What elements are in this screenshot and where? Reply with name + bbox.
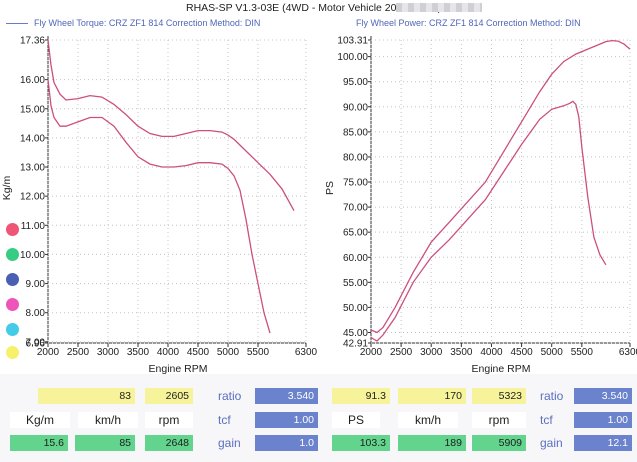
left-y-tick-label: 14.00: [20, 133, 45, 144]
right-x-tick-label: 4500: [510, 347, 533, 358]
window-title-bar: RHAS-SP V1.3-03E (4WD - Motor Vehicle 20…: [0, 0, 637, 16]
legend-dot-2[interactable]: [6, 248, 19, 261]
right-x-tick-label: 3000: [420, 347, 443, 358]
left-y-tick-label: 8.00: [26, 308, 46, 319]
left-y-tick-label: 7.00: [26, 337, 46, 348]
left-x-tick-label: 3500: [127, 347, 150, 358]
right-y-tick-label: 80.00: [343, 152, 368, 163]
power-rpm-value: 5323: [472, 388, 526, 404]
rpm-value: 2605: [145, 388, 193, 404]
right-tcf-label: tcf: [540, 413, 553, 427]
right-gain-label: gain: [540, 436, 563, 450]
left-x-tick-label: 5500: [247, 347, 270, 358]
tcf-value: 1.00: [255, 412, 318, 428]
right-y-tick-label: 103.31: [337, 36, 368, 47]
right-y-tick-label: 65.00: [343, 228, 368, 239]
left-y-axis-label: Kg/m: [1, 175, 13, 200]
legend-dot-1[interactable]: [6, 223, 19, 236]
right-y-tick-label: 60.00: [343, 253, 368, 264]
right-x-tick-label: 4000: [480, 347, 503, 358]
max-speed-value: 85: [75, 435, 135, 451]
right-y-tick-label: 55.00: [343, 278, 368, 289]
right-y-tick-label: 50.00: [343, 303, 368, 314]
right-y-axis-label: PS: [324, 181, 336, 195]
legend-dot-4[interactable]: [6, 298, 19, 311]
left-y-tick-label: 13.00: [20, 163, 45, 174]
power-value: 91.3: [332, 388, 390, 404]
left-series-line-2: [47, 79, 271, 334]
gain-label: gain: [218, 436, 241, 450]
right-x-tick-label: 2500: [390, 347, 413, 358]
left-y-tick-label: 10.00: [20, 250, 45, 261]
speed-unit: km/h: [78, 412, 138, 428]
legend-dot-5[interactable]: [6, 323, 19, 336]
left-x-tick-label: 5000: [217, 347, 240, 358]
right-y-tick-label: 42.91: [343, 339, 368, 350]
left-y-tick-label: 12.00: [20, 192, 45, 203]
left-x-tick-label: 6300: [295, 347, 318, 358]
right-y-tick-label: 90.00: [343, 102, 368, 113]
left-y-tick-label: 15.00: [20, 104, 45, 115]
right-y-tick-label: 75.00: [343, 178, 368, 189]
window-title: RHAS-SP V1.3-03E (4WD - Motor Vehicle 20…: [186, 2, 448, 14]
right-y-tick-label: 95.00: [343, 77, 368, 88]
left-y-tick-label: 9.00: [26, 279, 46, 290]
left-series-line-1: [47, 39, 295, 212]
right-ratio-value: 3.540: [574, 388, 632, 404]
header-line-icon: [6, 23, 28, 25]
left-y-tick-label: 6.96: [26, 339, 46, 350]
power-speed-value: 170: [398, 388, 466, 404]
power-rpm-unit: rpm: [472, 412, 526, 428]
right-ratio-label: ratio: [540, 389, 564, 403]
speed-value: 83: [75, 388, 135, 404]
right-y-tick-label: 100.00: [337, 52, 368, 63]
left-y-tick-label: 17.36: [20, 36, 45, 47]
right-x-axis-label: Engine RPM: [472, 363, 531, 375]
gain-value: 1.0: [255, 435, 318, 451]
max-power-speed-value: 189: [398, 435, 466, 451]
right-y-tick-label: 45.00: [343, 328, 368, 339]
left-x-tick-label: 4500: [187, 347, 210, 358]
left-x-axis-label: Engine RPM: [149, 363, 208, 375]
left-x-tick-label: 2000: [37, 347, 60, 358]
left-y-tick-label: 16.00: [20, 75, 45, 86]
right-tcf-value: 1.00: [574, 412, 632, 428]
legend-dot-3[interactable]: [6, 273, 19, 286]
torque-header-text: Fly Wheel Torque: CRZ ZF1 814 Correction…: [34, 18, 261, 28]
right-x-tick-label: 6300: [619, 347, 637, 358]
right-series-line-2: [370, 100, 607, 342]
ratio-label: ratio: [218, 389, 242, 403]
left-x-tick-label: 2500: [67, 347, 90, 358]
rpm-unit: rpm: [145, 412, 193, 428]
max-rpm-value: 2648: [145, 435, 193, 451]
right-chart-header: Fly Wheel Power: CRZ ZF1 814 Correction …: [356, 18, 581, 28]
tcf-label: tcf: [218, 413, 231, 427]
right-gain-value: 12.1: [574, 435, 632, 451]
max-power-value: 103.3: [332, 435, 390, 451]
power-unit: PS: [332, 412, 380, 428]
torque-unit: Kg/m: [10, 412, 70, 428]
right-x-tick-label: 3500: [450, 347, 473, 358]
max-torque-value: 15.6: [10, 435, 68, 451]
left-x-tick-label: 4000: [157, 347, 180, 358]
ratio-value: 3.540: [255, 388, 318, 404]
right-x-tick-label: 5500: [571, 347, 594, 358]
left-chart-header: Fly Wheel Torque: CRZ ZF1 814 Correction…: [6, 18, 260, 28]
right-series-line-1: [370, 39, 631, 334]
right-x-tick-label: 2000: [360, 347, 383, 358]
right-x-tick-label: 5000: [541, 347, 564, 358]
left-y-tick-label: 11.00: [21, 221, 46, 232]
max-power-rpm-value: 5909: [472, 435, 526, 451]
right-y-tick-label: 85.00: [343, 127, 368, 138]
power-speed-unit: km/h: [398, 412, 458, 428]
legend-dot-6[interactable]: [6, 346, 19, 359]
right-y-tick-label: 70.00: [343, 203, 368, 214]
redacted-title-block: [396, 3, 482, 12]
left-x-tick-label: 3000: [97, 347, 120, 358]
